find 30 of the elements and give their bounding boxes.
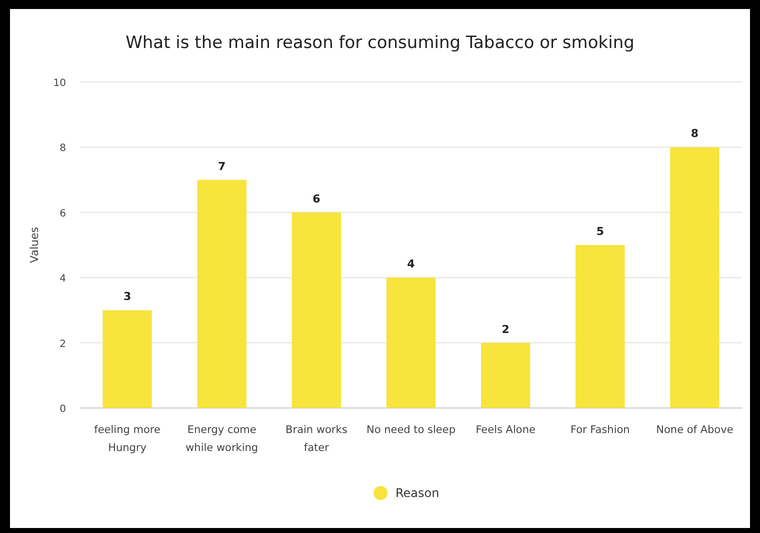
x-tick-label: Brain works fater [286,424,348,454]
data-label: 8 [690,127,699,140]
bar [102,310,152,408]
y-axis-title: Values [28,226,41,263]
data-label: 7 [218,160,226,173]
bar [480,342,530,408]
data-label: 4 [407,258,416,271]
data-label: 6 [312,192,321,206]
bar [670,147,720,408]
data-label: 3 [123,290,132,304]
bar [576,245,625,408]
y-tick-label: 10 [53,78,66,89]
y-tick-label: 0 [60,404,66,415]
y-tick-label: 8 [60,143,66,154]
bar [292,212,342,408]
x-tick-label: feeling more Hungry [94,424,160,454]
x-tick-label: For Fashion [570,424,630,436]
y-tick-label: 6 [60,208,66,220]
chart-title: What is the main reason for consuming Tabacco or smoking [126,33,634,53]
x-tick-label: Feels Alone [476,424,536,436]
bar [197,180,246,408]
y-tick-label: 2 [60,338,66,350]
legend-label: Reason [396,486,440,500]
data-label: 2 [502,322,510,336]
x-tick-label: No need to sleep [366,424,456,436]
x-tick-label: Energy come while working [186,424,258,454]
data-label: 5 [596,225,604,238]
y-tick-label: 4 [60,274,66,285]
x-tick-label: None of Above [656,424,734,436]
bar [386,278,436,408]
